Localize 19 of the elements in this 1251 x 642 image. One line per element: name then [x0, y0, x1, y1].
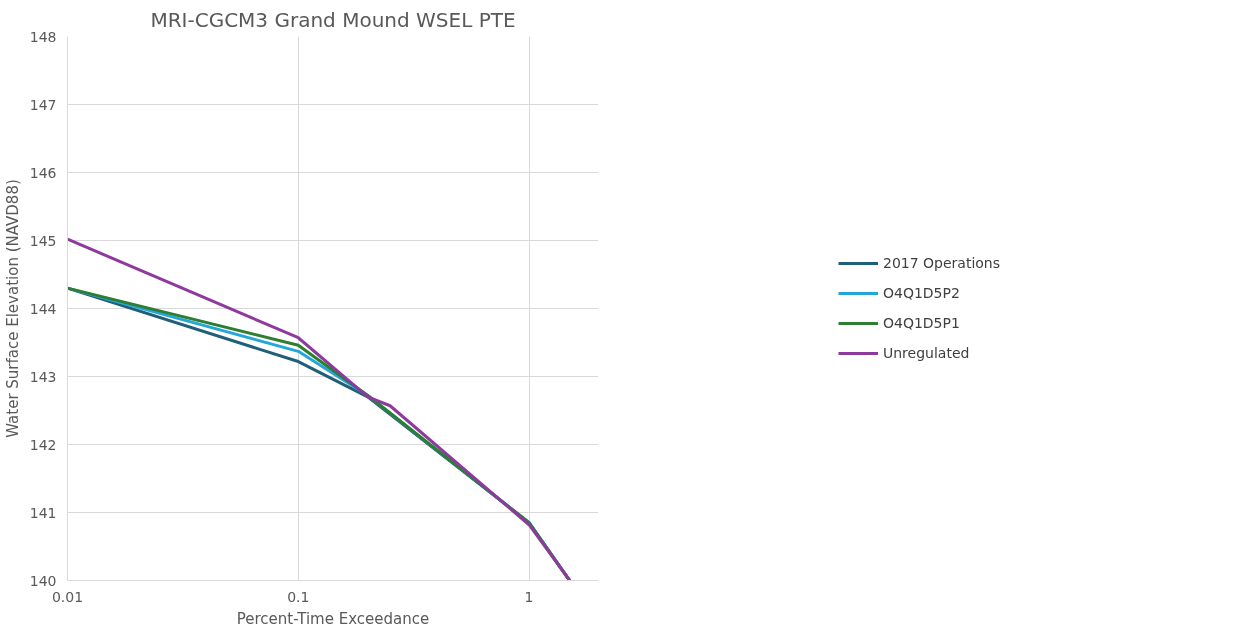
y-tick-label: 140: [29, 572, 57, 589]
x-tick-label: 0.1: [287, 588, 310, 605]
y-tick-label: 146: [29, 164, 57, 181]
x-tick-label: 0.01: [51, 588, 84, 605]
y-tick-label: 144: [29, 300, 57, 317]
legend-label: O4Q1D5P1: [882, 315, 960, 331]
chart-title: MRI-CGCM3 Grand Mound WSEL PTE: [150, 7, 516, 32]
legend-label: Unregulated: [882, 345, 970, 361]
y-tick-label: 143: [29, 368, 57, 385]
x-tick-label: 1: [524, 588, 534, 605]
legend-label: 2017 Operations: [882, 255, 1001, 271]
legend-label: O4Q1D5P2: [882, 285, 960, 301]
y-tick-label: 147: [29, 96, 57, 113]
y-axis-title: Water Surface Elevation (NAVD88): [3, 179, 22, 438]
y-tick-label: 141: [29, 504, 57, 521]
y-tick-label: 148: [29, 28, 57, 45]
y-tick-label: 145: [29, 232, 57, 249]
y-tick-label: 142: [29, 436, 57, 453]
x-axis-title: Percent-Time Exceedance: [236, 609, 430, 628]
